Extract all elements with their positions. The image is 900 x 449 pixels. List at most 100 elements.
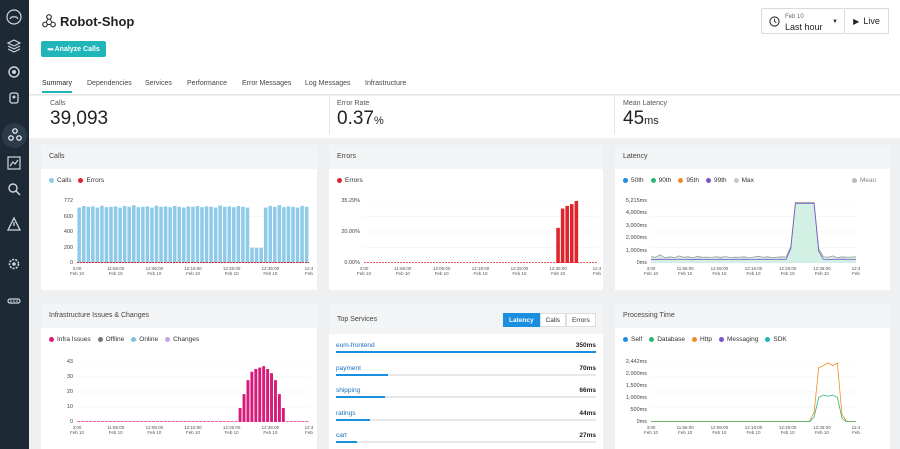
bar bbox=[215, 421, 218, 422]
tab-calls[interactable]: Calls bbox=[539, 313, 567, 327]
tab-dependencies[interactable]: Dependencies bbox=[87, 80, 132, 87]
service-name[interactable]: payment bbox=[336, 364, 361, 372]
service-name[interactable]: eum-frontend bbox=[336, 342, 375, 349]
stat-calls: Calls 39,093 bbox=[50, 100, 108, 130]
stat-calls-label: Calls bbox=[50, 100, 66, 107]
tab-latency[interactable]: Latency bbox=[503, 313, 540, 327]
analyze-calls-button[interactable]: ••• Analyze Calls bbox=[41, 41, 106, 57]
time-date: Feb 10 bbox=[785, 14, 804, 20]
bar bbox=[565, 205, 569, 263]
legend-item[interactable]: Mean bbox=[852, 177, 876, 184]
bar bbox=[85, 421, 89, 422]
robot-icon[interactable] bbox=[6, 90, 22, 106]
y-tick-label: 200 bbox=[63, 244, 73, 251]
gear-icon[interactable] bbox=[6, 256, 22, 272]
service-bar-track bbox=[336, 373, 596, 376]
tab-infrastructure[interactable]: Infrastructure bbox=[365, 80, 407, 87]
settings-cog-icon[interactable] bbox=[6, 64, 22, 80]
x-tick-date: Feb 10 bbox=[643, 271, 658, 276]
stat-mean-latency-value: 45 bbox=[623, 108, 645, 129]
x-tick-time: 12:36:00 bbox=[261, 425, 280, 430]
x-tick-date: Feb 10 bbox=[108, 430, 123, 435]
x-tick-label: 12:4 Feb bbox=[841, 425, 871, 435]
y-tick-label: 1,000ms bbox=[625, 247, 647, 254]
service-name[interactable]: ratings bbox=[336, 409, 356, 417]
divider bbox=[329, 96, 330, 134]
bar bbox=[177, 206, 182, 263]
tab-summary[interactable]: Summary bbox=[42, 80, 72, 93]
time-range-picker[interactable]: Feb 10 Last hour ▼ bbox=[761, 8, 845, 34]
legend-dot bbox=[678, 178, 684, 183]
legend-item[interactable]: Http bbox=[692, 336, 712, 343]
legend-item[interactable]: 99th bbox=[705, 177, 727, 184]
bar bbox=[295, 207, 300, 263]
legend-item[interactable]: Errors bbox=[78, 177, 104, 184]
bar bbox=[277, 205, 282, 263]
legend-item[interactable]: Infra Issues bbox=[49, 336, 91, 343]
analytics-chart-icon[interactable] bbox=[6, 155, 22, 171]
bar bbox=[95, 207, 100, 263]
search-icon[interactable] bbox=[6, 181, 22, 197]
legend-item[interactable]: Changes bbox=[165, 336, 199, 343]
legend-item[interactable]: Online bbox=[131, 336, 158, 343]
active-app-highlight bbox=[2, 123, 27, 148]
legend-item[interactable]: 90th bbox=[650, 177, 672, 184]
x-tick-label: 12:06:00 Feb 10 bbox=[427, 266, 457, 276]
panel-title: Infrastructure Issues & Changes bbox=[41, 304, 317, 328]
service-row[interactable]: payment 70ms bbox=[336, 365, 596, 385]
service-row[interactable]: eum-frontend 350ms bbox=[336, 342, 596, 362]
x-tick-date: Feb 10 bbox=[263, 271, 278, 276]
application-icon[interactable] bbox=[7, 127, 23, 143]
service-row[interactable]: cart 27ms bbox=[336, 432, 596, 449]
legend-label: 90th bbox=[658, 177, 672, 184]
y-tick-label: 0.00% bbox=[344, 260, 360, 266]
x-tick-time: 3:00 bbox=[359, 266, 369, 271]
alert-triangle-icon[interactable] bbox=[6, 216, 22, 232]
bar bbox=[218, 205, 222, 263]
legend-item[interactable]: Offline bbox=[97, 336, 124, 343]
legend-item[interactable]: Max bbox=[733, 177, 754, 184]
legend-item[interactable]: Errors bbox=[337, 177, 363, 184]
bar bbox=[569, 204, 574, 263]
x-tick-date: Feb bbox=[593, 271, 601, 276]
tab-error-messages[interactable]: Error Messages bbox=[242, 80, 292, 87]
service-row[interactable]: ratings 44ms bbox=[336, 410, 596, 430]
legend-item[interactable]: Database bbox=[649, 336, 685, 343]
y-tick-label: 400 bbox=[63, 229, 73, 235]
x-tick-time: 11:56:00 bbox=[394, 266, 412, 271]
bar bbox=[116, 421, 120, 422]
legend-item[interactable]: 50th bbox=[623, 177, 644, 184]
bar bbox=[97, 421, 100, 422]
legend-item[interactable]: Self bbox=[623, 336, 642, 343]
tab-errors[interactable]: Errors bbox=[566, 313, 596, 327]
x-tick-time: 3:00 bbox=[646, 425, 656, 430]
tab-performance[interactable]: Performance bbox=[187, 80, 228, 87]
more-menu-icon[interactable] bbox=[6, 293, 22, 309]
service-name[interactable]: shipping bbox=[336, 387, 361, 394]
x-tick-date: Feb 10 bbox=[185, 430, 200, 435]
legend-item[interactable]: 95th bbox=[678, 177, 699, 184]
area-fill bbox=[651, 202, 856, 263]
service-row[interactable]: shipping 66ms bbox=[336, 387, 596, 407]
layers-icon[interactable] bbox=[6, 38, 22, 54]
service-name[interactable]: cart bbox=[336, 432, 347, 439]
x-tick-label: 3:00 Feb 10 bbox=[62, 425, 92, 435]
x-tick-time: 12:16:00 bbox=[184, 425, 202, 430]
legend-dot bbox=[649, 337, 655, 342]
logo-icon[interactable] bbox=[5, 8, 23, 26]
bar bbox=[191, 421, 195, 422]
bar bbox=[108, 421, 112, 422]
y-tick-label: 4,000ms bbox=[625, 210, 647, 217]
legend-item[interactable]: SDK bbox=[765, 336, 787, 343]
bar bbox=[145, 206, 150, 263]
x-tick-date: Feb 10 bbox=[746, 430, 761, 435]
legend-item[interactable]: Calls bbox=[49, 177, 71, 184]
x-tick-date: Feb 10 bbox=[263, 430, 278, 435]
tab-services[interactable]: Services bbox=[145, 80, 172, 87]
x-tick-label: 3:00 Feb 10 bbox=[62, 266, 92, 276]
tab-log-messages[interactable]: Log Messages bbox=[305, 80, 351, 87]
panel-errors: Errors bbox=[329, 145, 603, 290]
live-button[interactable]: ▶ Live bbox=[845, 8, 889, 34]
legend-item[interactable]: Messaging bbox=[718, 336, 758, 343]
x-tick-label: 11:56:00 Feb 10 bbox=[101, 266, 131, 276]
